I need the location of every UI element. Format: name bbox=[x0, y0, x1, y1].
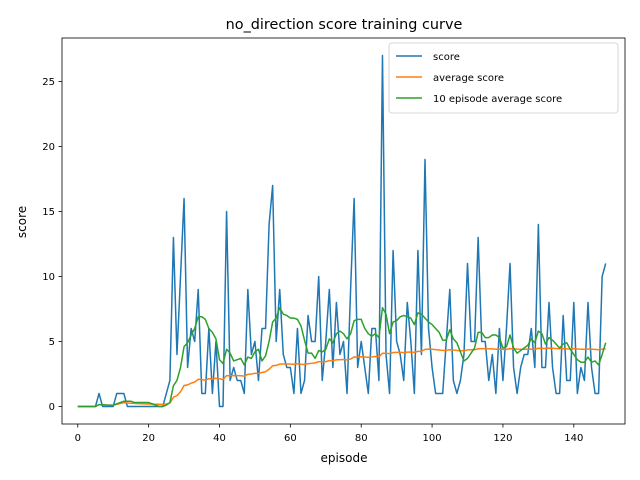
y-tick-label: 0 bbox=[49, 402, 55, 413]
y-axis-label: score bbox=[15, 206, 29, 238]
legend: score average score 10 episode average sco… bbox=[388, 42, 619, 114]
series-line-score bbox=[77, 54, 607, 408]
x-tick-label: 60 bbox=[284, 433, 297, 444]
x-tick-label: 0 bbox=[75, 433, 81, 444]
legend-label: 10 episode average score bbox=[433, 94, 562, 105]
x-tick-label: 20 bbox=[142, 433, 155, 444]
x-tick-label: 120 bbox=[493, 433, 512, 444]
axes-frame bbox=[61, 37, 626, 425]
series-line-average-score bbox=[77, 347, 606, 408]
y-tick-label: 20 bbox=[42, 142, 55, 153]
x-tick-label: 80 bbox=[355, 433, 368, 444]
plot-area: 0 20 40 60 80 100 120 140 0 5 10 15 20 25 bbox=[42, 37, 626, 444]
legend-label: score bbox=[433, 52, 460, 63]
series-line-10-episode-average-score bbox=[77, 306, 607, 408]
x-axis-label: episode bbox=[321, 451, 368, 465]
y-tick-label: 15 bbox=[42, 207, 55, 218]
legend-frame bbox=[388, 42, 619, 114]
y-tick-label: 25 bbox=[42, 77, 55, 88]
chart-title: no_direction score training curve bbox=[226, 17, 463, 33]
x-tick-label: 100 bbox=[423, 433, 442, 444]
legend-label: average score bbox=[433, 73, 504, 84]
y-tick-label: 10 bbox=[42, 272, 55, 283]
y-tick-label: 5 bbox=[49, 337, 55, 348]
x-tick-label: 40 bbox=[213, 433, 226, 444]
x-tick-label: 140 bbox=[564, 433, 583, 444]
